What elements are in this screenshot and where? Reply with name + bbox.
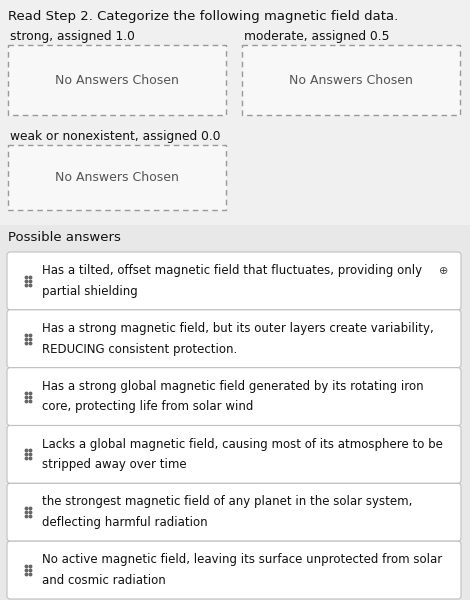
Text: moderate, assigned 0.5: moderate, assigned 0.5: [244, 30, 390, 43]
Text: weak or nonexistent, assigned 0.0: weak or nonexistent, assigned 0.0: [10, 130, 220, 143]
Text: Possible answers: Possible answers: [8, 231, 121, 244]
FancyBboxPatch shape: [242, 45, 460, 115]
Text: Lacks a global magnetic field, causing most of its atmosphere to be: Lacks a global magnetic field, causing m…: [42, 437, 443, 451]
Text: Has a strong global magnetic field generated by its rotating iron: Has a strong global magnetic field gener…: [42, 380, 423, 393]
Text: Has a tilted, offset magnetic field that fluctuates, providing only: Has a tilted, offset magnetic field that…: [42, 264, 422, 277]
FancyBboxPatch shape: [7, 541, 461, 599]
Text: Has a strong magnetic field, but its outer layers create variability,: Has a strong magnetic field, but its out…: [42, 322, 434, 335]
FancyBboxPatch shape: [7, 425, 461, 484]
Text: ⊕: ⊕: [439, 266, 448, 275]
FancyBboxPatch shape: [7, 310, 461, 368]
FancyBboxPatch shape: [7, 368, 461, 425]
Text: and cosmic radiation: and cosmic radiation: [42, 574, 166, 587]
Text: deflecting harmful radiation: deflecting harmful radiation: [42, 516, 208, 529]
FancyBboxPatch shape: [7, 252, 461, 310]
Text: stripped away over time: stripped away over time: [42, 458, 187, 471]
Text: the strongest magnetic field of any planet in the solar system,: the strongest magnetic field of any plan…: [42, 496, 412, 508]
Text: No Answers Chosen: No Answers Chosen: [289, 73, 413, 86]
FancyBboxPatch shape: [7, 484, 461, 541]
Text: No Answers Chosen: No Answers Chosen: [55, 73, 179, 86]
FancyBboxPatch shape: [8, 145, 226, 210]
FancyBboxPatch shape: [0, 225, 470, 600]
FancyBboxPatch shape: [8, 45, 226, 115]
Text: REDUCING consistent protection.: REDUCING consistent protection.: [42, 343, 237, 356]
Text: strong, assigned 1.0: strong, assigned 1.0: [10, 30, 135, 43]
Text: No active magnetic field, leaving its surface unprotected from solar: No active magnetic field, leaving its su…: [42, 553, 442, 566]
Text: No Answers Chosen: No Answers Chosen: [55, 171, 179, 184]
Text: Read Step 2. Categorize the following magnetic field data.: Read Step 2. Categorize the following ma…: [8, 10, 398, 23]
Text: core, protecting life from solar wind: core, protecting life from solar wind: [42, 400, 253, 413]
Text: partial shielding: partial shielding: [42, 285, 138, 298]
